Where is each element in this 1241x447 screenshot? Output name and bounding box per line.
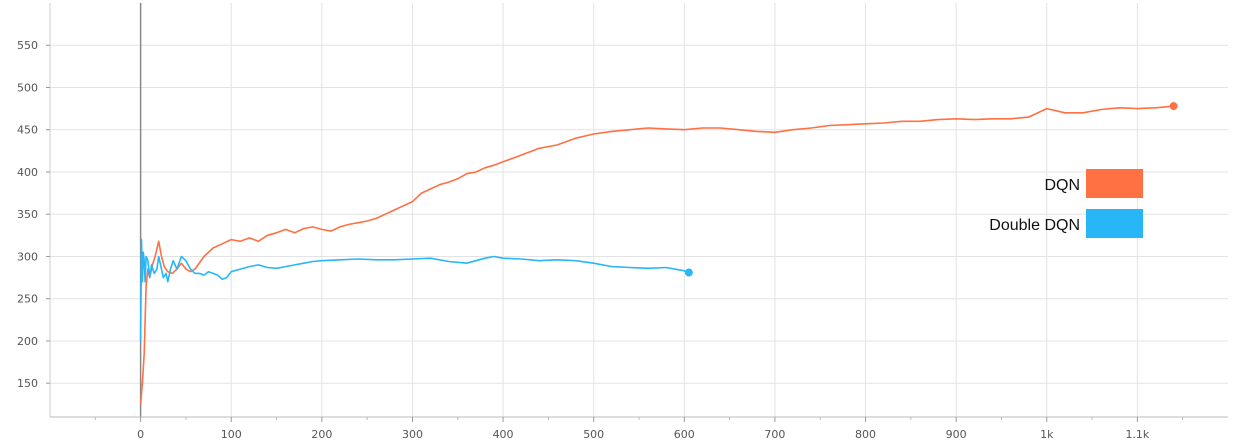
x-tick-label: 400 [493,428,514,441]
x-tick-label: 700 [764,428,785,441]
legend-swatch-dqn [1086,169,1143,198]
x-tick-label: 1k [1040,428,1054,441]
y-tick-label: 250 [17,293,38,306]
series-end-marker-double-dqn [684,268,693,277]
x-tick-label: 0 [137,428,144,441]
x-tick-label: 300 [402,428,423,441]
y-tick-label: 200 [17,335,38,348]
series-line-dqn [139,105,1174,405]
x-tick-label: 500 [583,428,604,441]
legend-label-double-dqn: Double DQN [989,217,1080,234]
legend-swatch-double-dqn [1086,209,1143,238]
x-tick-label: 900 [946,428,967,441]
x-tick-label: 600 [674,428,695,441]
y-tick-label: 550 [17,39,38,52]
x-tick-label: 100 [221,428,242,441]
legend: DQN Double DQN [989,169,1143,238]
series-lines [139,102,1178,405]
axes: 150 200 250 300 350 400 450 500 550 0 100 200 300 400… [17,3,1228,441]
legend-label-dqn: DQN [1044,177,1080,194]
series-line-double-dqn [139,238,690,342]
y-tick-label: 500 [17,81,38,94]
y-tick-label: 300 [17,250,38,263]
y-tick-label: 350 [17,208,38,221]
grid [50,3,1228,417]
y-tick-label: 150 [17,377,38,390]
y-tick-label: 400 [17,166,38,179]
x-tick-label: 200 [311,428,332,441]
x-tick-label: 1.1k [1125,428,1149,441]
x-tick-label: 800 [855,428,876,441]
y-tick-label: 450 [17,124,38,137]
series-end-marker-dqn [1169,102,1178,111]
